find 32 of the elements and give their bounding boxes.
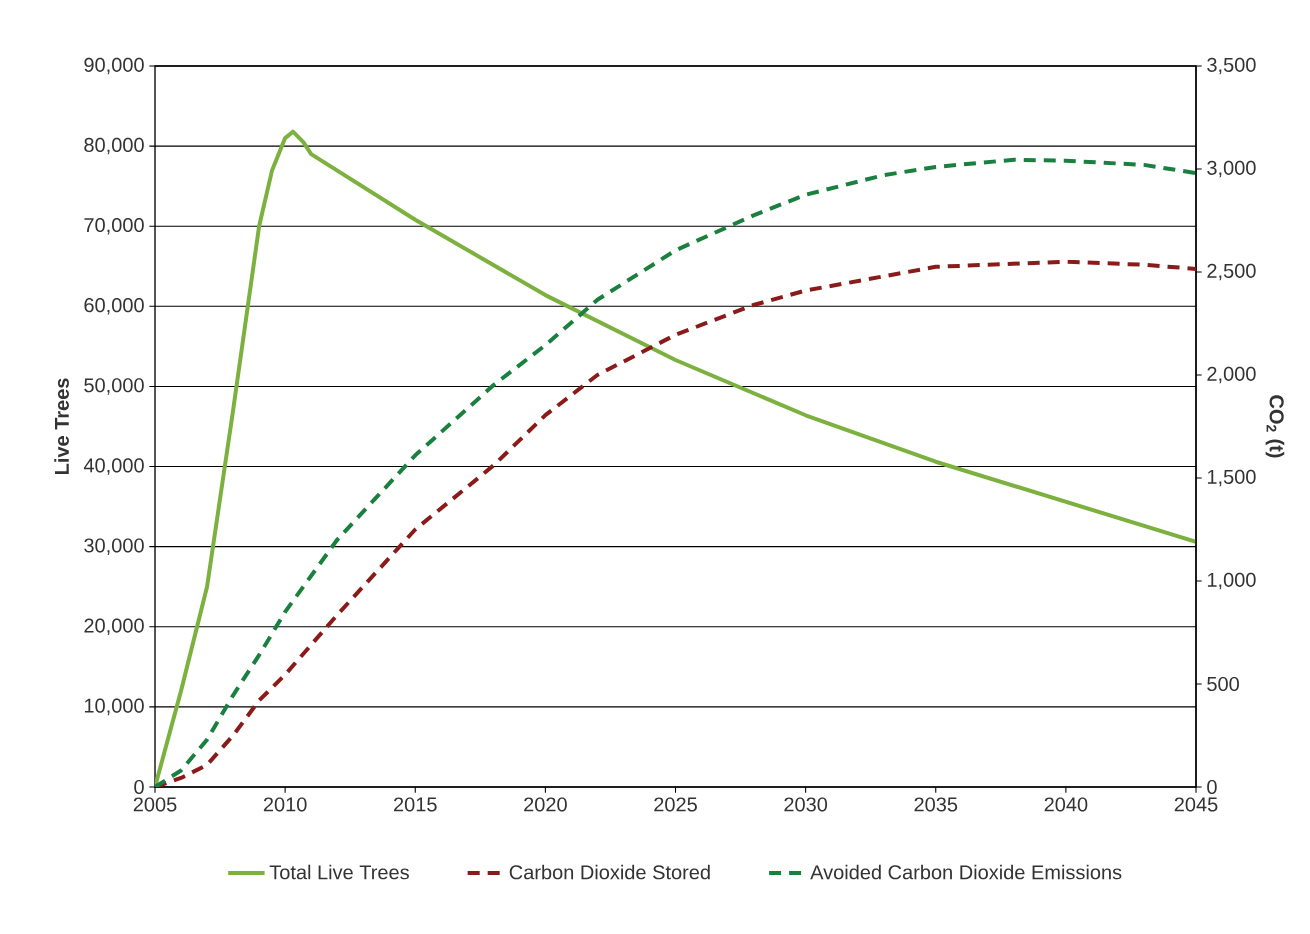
x-tick-label: 2030 bbox=[784, 797, 828, 812]
legend-label: Total Live Trees bbox=[269, 864, 409, 880]
y2-axis-title: CO$_{2}$ (t) bbox=[1265, 395, 1285, 458]
y-tick-label: 0 bbox=[134, 779, 144, 795]
y-tick-label: 60,000 bbox=[84, 298, 144, 315]
x-tick-label: 2045 bbox=[1174, 797, 1218, 812]
y-tick-label: 10,000 bbox=[84, 698, 144, 716]
x-tick-label: 2010 bbox=[263, 797, 307, 812]
y2-tick-label: 0 bbox=[1207, 779, 1217, 795]
x-tick-label: 2020 bbox=[524, 797, 567, 812]
y2-tick-label: 500 bbox=[1207, 676, 1239, 692]
x-tick-label: 2025 bbox=[654, 797, 697, 812]
y2-tick-label: 1,500 bbox=[1207, 469, 1256, 487]
x-tick-label: 2035 bbox=[914, 797, 958, 812]
y-tick-label: 70,000 bbox=[84, 217, 144, 235]
y-axis-title: Live Trees bbox=[54, 378, 69, 475]
y-tick-label: 20,000 bbox=[84, 618, 144, 636]
y2-tick-label: 2,500 bbox=[1207, 263, 1256, 281]
y2-tick-label: 3,000 bbox=[1207, 160, 1256, 178]
y-tick-label: 30,000 bbox=[84, 538, 144, 555]
x-tick-label: 2040 bbox=[1044, 797, 1088, 812]
y2-tick-label: 3,500 bbox=[1207, 57, 1256, 75]
legend-label: Carbon Dioxide Stored bbox=[509, 864, 710, 880]
y-tick-label: 50,000 bbox=[84, 378, 144, 395]
x-tick-label: 2015 bbox=[394, 797, 437, 812]
y-tick-label: 40,000 bbox=[83, 458, 144, 475]
y2-tick-label: 2,000 bbox=[1207, 366, 1256, 384]
y-tick-label: 80,000 bbox=[84, 137, 144, 155]
y-tick-label: 90,000 bbox=[84, 57, 144, 75]
y2-tick-label: 1,000 bbox=[1207, 572, 1256, 590]
x-tick-label: 2005 bbox=[133, 797, 177, 812]
legend-label: Avoided Carbon Dioxide Emissions bbox=[810, 864, 1122, 880]
